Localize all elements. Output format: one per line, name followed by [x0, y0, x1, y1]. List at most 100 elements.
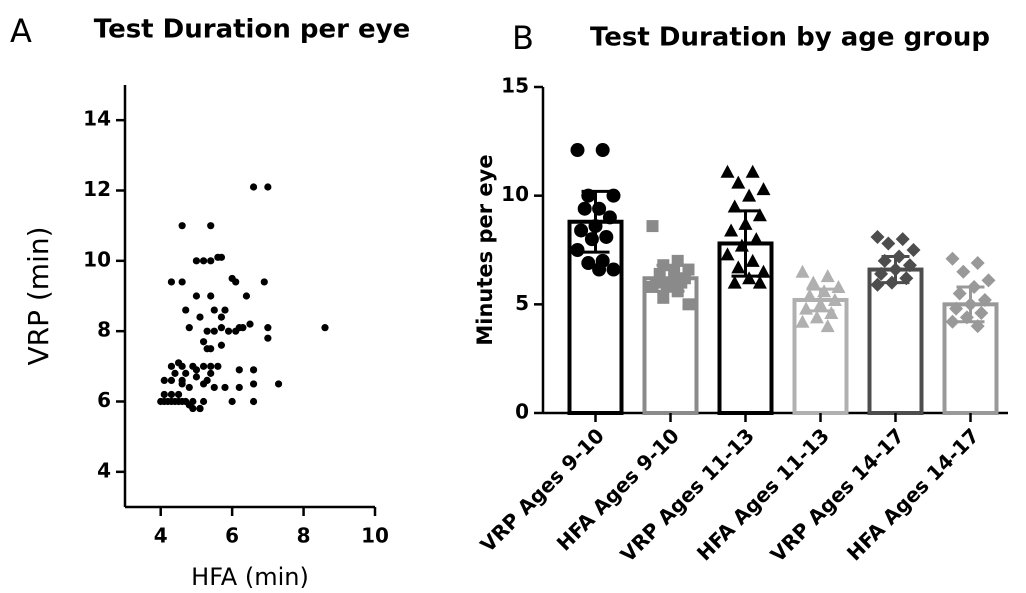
data-point: [874, 266, 889, 281]
data-point: [949, 301, 964, 316]
scatter-point: [178, 278, 186, 286]
scatter-point: [210, 327, 218, 335]
scatter-point: [264, 334, 272, 342]
data-point: [646, 280, 659, 293]
data-point: [731, 260, 746, 274]
data-point: [977, 292, 992, 307]
scatter-point: [199, 397, 208, 406]
scatter-point: [189, 397, 197, 406]
scatter-point: [178, 222, 186, 230]
y-tick-label: 4: [97, 458, 111, 482]
data-point: [682, 298, 695, 311]
scatter-point: [192, 257, 201, 265]
y-tick-label: 0: [515, 400, 529, 424]
data-point: [592, 262, 607, 277]
scatter-point: [321, 324, 329, 332]
data-point: [602, 210, 617, 225]
data-point: [802, 288, 817, 302]
data-point: [945, 251, 960, 266]
scatter-point: [217, 324, 226, 332]
scatter-point: [207, 292, 215, 300]
scatter-point: [167, 376, 176, 384]
scatter-point: [274, 380, 283, 388]
x-tick-label: 10: [361, 524, 389, 548]
scatter-point: [203, 327, 211, 335]
data-point: [570, 143, 585, 158]
scatter-point: [192, 366, 201, 374]
x-tick-label: VRP Ages 11-13: [616, 423, 759, 566]
scatter-point: [174, 390, 183, 399]
y-tick-label: 10: [501, 182, 529, 206]
data-point: [956, 264, 971, 279]
scatter-point: [232, 327, 240, 335]
data-point: [824, 306, 839, 320]
scatter-point: [235, 366, 243, 374]
data-point: [827, 292, 842, 306]
data-point: [581, 256, 596, 271]
y-tick-label: 15: [501, 74, 529, 98]
data-point: [745, 164, 760, 178]
data-point: [945, 314, 960, 329]
y-tick-label: 5: [515, 291, 529, 315]
scatter-point: [207, 369, 215, 377]
scatter-point: [207, 345, 215, 353]
data-point: [974, 306, 989, 321]
y-tick-label: 8: [97, 318, 111, 342]
data-point: [756, 182, 771, 196]
chart-title: Test Duration by age group: [590, 23, 990, 53]
scatter-point: [249, 366, 258, 374]
data-point: [606, 262, 621, 277]
scatter-point: [182, 369, 190, 377]
chart-title: Test Duration per eye: [94, 15, 410, 45]
scatter-point: [174, 359, 183, 367]
data-point: [902, 258, 917, 273]
y-tick-label: 12: [83, 177, 111, 201]
x-tick-label: HFA Ages 14-17: [842, 423, 984, 565]
data-point: [599, 229, 614, 244]
data-point: [720, 247, 735, 261]
data-point: [906, 243, 921, 257]
scatter-point: [199, 380, 208, 388]
scatter-point: [185, 324, 193, 332]
x-tick-label: 6: [225, 524, 239, 548]
data-point: [831, 279, 846, 293]
data-point: [731, 175, 746, 189]
scatter-point: [217, 253, 226, 261]
x-tick-label: 8: [297, 524, 311, 548]
scatter-point: [264, 183, 272, 191]
scatter-point: [221, 306, 229, 314]
scatter-point: [246, 320, 254, 328]
data-point: [795, 314, 810, 328]
data-point: [820, 319, 835, 333]
scatter-point: [221, 383, 229, 392]
scatter-point: [192, 373, 201, 381]
scatter-point: [242, 292, 251, 300]
scatter-point: [167, 390, 176, 399]
data-point: [727, 275, 742, 289]
y-axis-label: Minutes per eye: [473, 154, 497, 345]
scatter-point: [207, 362, 215, 370]
scatter-point: [207, 257, 215, 265]
scatter-point: [217, 313, 226, 321]
data-point: [727, 199, 742, 213]
scatter-point: [228, 397, 236, 406]
y-axis-label: VRP (min): [22, 226, 55, 365]
scatter-point: [239, 324, 247, 332]
scatter-point: [196, 313, 204, 321]
scatter-point: [224, 327, 233, 335]
data-point: [646, 220, 659, 233]
scatter-point: [167, 362, 176, 370]
scatter-point: [214, 362, 222, 370]
data-point: [981, 273, 996, 288]
scatter-point: [160, 376, 168, 384]
data-point: [756, 264, 771, 278]
data-point: [752, 208, 767, 222]
data-point: [742, 188, 757, 202]
scatter-point: [160, 390, 168, 399]
x-tick-label: VRP Ages 14-17: [766, 423, 909, 566]
scatter-point: [235, 383, 243, 392]
scatter-point: [217, 341, 226, 349]
scatter-point: [210, 383, 218, 392]
panel-label: A: [10, 12, 32, 50]
